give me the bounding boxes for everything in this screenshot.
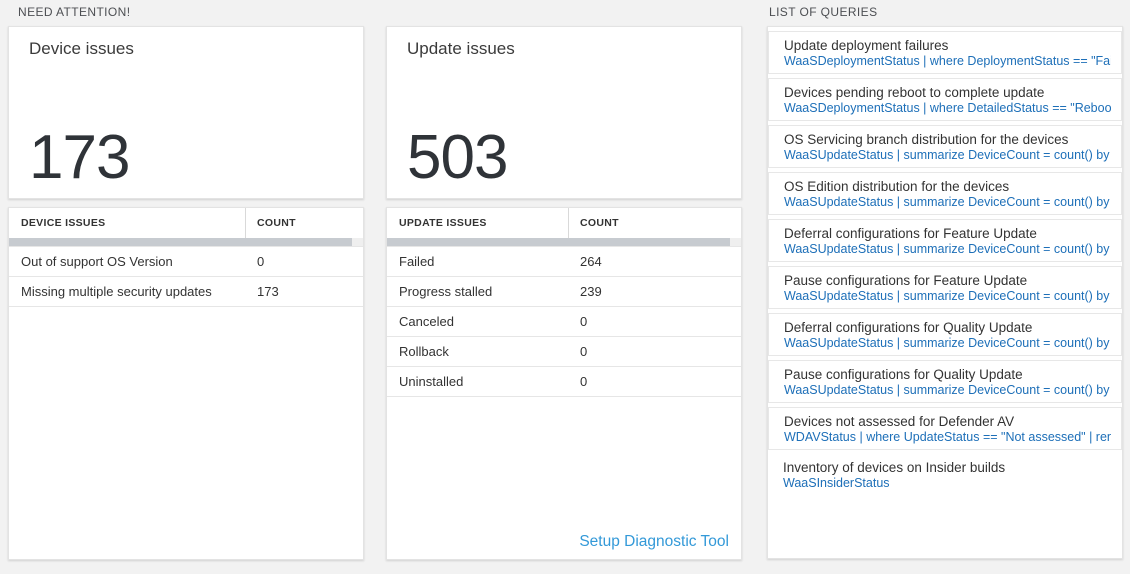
query-title: OS Servicing branch distribution for the… bbox=[784, 132, 1069, 147]
query-title: Deferral configurations for Quality Upda… bbox=[784, 320, 1033, 335]
query-code[interactable]: WaaSUpdateStatus | summarize DeviceCount… bbox=[784, 148, 1111, 162]
table-row[interactable]: Failed 264 bbox=[387, 247, 741, 277]
list-of-queries-section-title: LIST OF QUERIES bbox=[769, 5, 878, 19]
query-item[interactable]: OS Edition distribution for the devices … bbox=[768, 172, 1122, 215]
row-count: 0 bbox=[580, 344, 588, 359]
row-count: 264 bbox=[580, 254, 602, 269]
scrollbar-thumb[interactable] bbox=[387, 238, 730, 246]
query-title: Devices pending reboot to complete updat… bbox=[784, 85, 1045, 100]
device-issues-table: DEVICE ISSUES COUNT Out of support OS Ve… bbox=[8, 207, 364, 560]
query-code[interactable]: WaaSUpdateStatus | summarize DeviceCount… bbox=[784, 195, 1111, 209]
horizontal-scrollbar[interactable] bbox=[9, 238, 363, 246]
row-label: Progress stalled bbox=[399, 284, 493, 299]
query-code[interactable]: WaaSDeploymentStatus | where DetailedSta… bbox=[784, 101, 1111, 115]
update-issues-table: UPDATE ISSUES COUNT Failed 264 Progress … bbox=[386, 207, 742, 560]
table-row[interactable]: Progress stalled 239 bbox=[387, 277, 741, 307]
device-issues-tile[interactable]: Device issues 173 bbox=[8, 26, 364, 199]
update-issues-column-header: UPDATE ISSUES bbox=[387, 208, 569, 238]
query-code[interactable]: WaaSDeploymentStatus | where DeploymentS… bbox=[784, 54, 1111, 68]
row-count: 0 bbox=[580, 314, 588, 329]
update-issues-table-header: UPDATE ISSUES COUNT bbox=[387, 208, 741, 238]
row-label: Out of support OS Version bbox=[21, 254, 173, 269]
row-label: Rollback bbox=[399, 344, 449, 359]
query-item[interactable]: Deferral configurations for Quality Upda… bbox=[768, 313, 1122, 356]
setup-diagnostic-tool-link[interactable]: Setup Diagnostic Tool bbox=[579, 533, 729, 550]
table-row[interactable]: Uninstalled 0 bbox=[387, 367, 741, 397]
table-row[interactable]: Missing multiple security updates 173 bbox=[9, 277, 363, 307]
query-title: Pause configurations for Feature Update bbox=[784, 273, 1028, 288]
table-row[interactable]: Canceled 0 bbox=[387, 307, 741, 337]
query-item[interactable]: Pause configurations for Feature Update … bbox=[768, 266, 1122, 309]
query-item[interactable]: Update deployment failures WaaSDeploymen… bbox=[768, 31, 1122, 74]
table-row[interactable]: Rollback 0 bbox=[387, 337, 741, 367]
device-issues-column-header: DEVICE ISSUES bbox=[9, 208, 246, 238]
device-issues-count: 173 bbox=[29, 122, 130, 192]
row-count: 0 bbox=[257, 254, 265, 269]
table-row[interactable]: Out of support OS Version 0 bbox=[9, 247, 363, 277]
list-of-queries-panel: Update deployment failures WaaSDeploymen… bbox=[767, 26, 1123, 559]
update-issues-tile-title: Update issues bbox=[407, 39, 515, 58]
row-label: Canceled bbox=[399, 314, 454, 329]
horizontal-scrollbar[interactable] bbox=[387, 238, 741, 246]
query-title: Devices not assessed for Defender AV bbox=[784, 414, 1015, 429]
row-label: Uninstalled bbox=[399, 374, 464, 389]
query-item[interactable]: Devices not assessed for Defender AV WDA… bbox=[768, 407, 1122, 450]
query-code[interactable]: WaaSUpdateStatus | summarize DeviceCount… bbox=[784, 336, 1111, 350]
query-code[interactable]: WaaSUpdateStatus | summarize DeviceCount… bbox=[784, 383, 1111, 397]
query-item[interactable]: Pause configurations for Quality Update … bbox=[768, 360, 1122, 403]
query-title: OS Edition distribution for the devices bbox=[784, 179, 1010, 194]
count-column-header: COUNT bbox=[580, 217, 619, 229]
query-item[interactable]: Deferral configurations for Feature Upda… bbox=[768, 219, 1122, 262]
scrollbar-thumb[interactable] bbox=[9, 238, 352, 246]
query-code[interactable]: WDAVStatus | where UpdateStatus == "Not … bbox=[784, 430, 1111, 444]
row-count: 0 bbox=[580, 374, 588, 389]
query-code[interactable]: WaaSInsiderStatus bbox=[783, 476, 890, 490]
row-count: 173 bbox=[257, 284, 279, 299]
update-issues-count: 503 bbox=[407, 122, 508, 192]
update-issues-table-body: Failed 264 Progress stalled 239 Canceled… bbox=[387, 246, 741, 397]
need-attention-section-title: NEED ATTENTION! bbox=[18, 5, 131, 19]
query-item[interactable]: OS Servicing branch distribution for the… bbox=[768, 125, 1122, 168]
row-count: 239 bbox=[580, 284, 602, 299]
device-issues-table-header: DEVICE ISSUES COUNT bbox=[9, 208, 363, 238]
query-title: Update deployment failures bbox=[784, 38, 949, 53]
update-issues-tile[interactable]: Update issues 503 bbox=[386, 26, 742, 199]
query-item[interactable]: Inventory of devices on Insider builds W… bbox=[768, 454, 1122, 497]
query-code[interactable]: WaaSUpdateStatus | summarize DeviceCount… bbox=[784, 242, 1111, 256]
row-label: Missing multiple security updates bbox=[21, 284, 212, 299]
query-title: Inventory of devices on Insider builds bbox=[783, 460, 1006, 475]
count-column-header: COUNT bbox=[257, 217, 296, 229]
query-title: Pause configurations for Quality Update bbox=[784, 367, 1023, 382]
query-code[interactable]: WaaSUpdateStatus | summarize DeviceCount… bbox=[784, 289, 1111, 303]
row-label: Failed bbox=[399, 254, 435, 269]
device-issues-tile-title: Device issues bbox=[29, 39, 134, 58]
query-item[interactable]: Devices pending reboot to complete updat… bbox=[768, 78, 1122, 121]
query-title: Deferral configurations for Feature Upda… bbox=[784, 226, 1037, 241]
device-issues-table-body: Out of support OS Version 0 Missing mult… bbox=[9, 246, 363, 307]
